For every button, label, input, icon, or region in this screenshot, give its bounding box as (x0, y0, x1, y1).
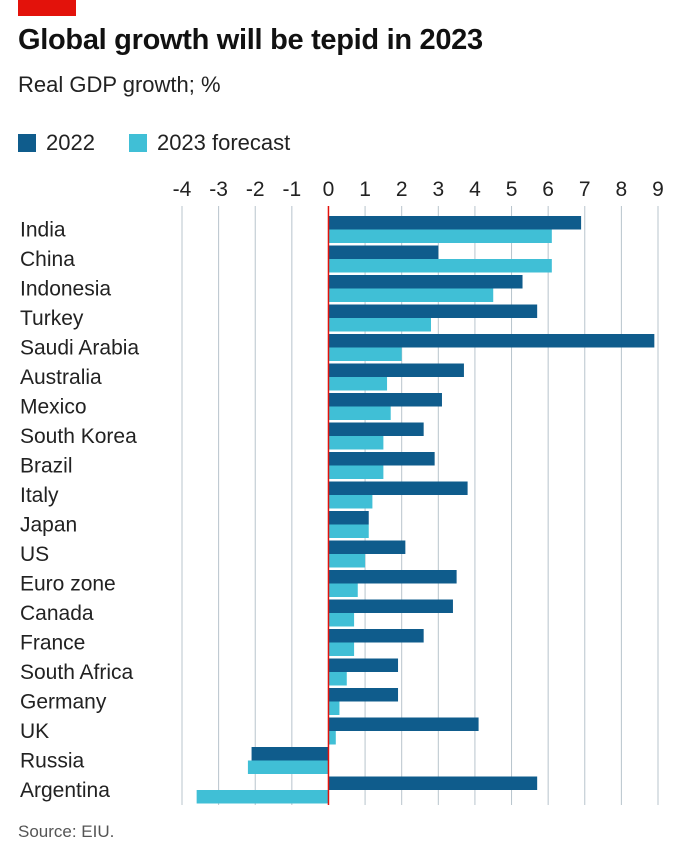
legend-label-2022: 2022 (46, 130, 95, 155)
bar-2022 (328, 334, 655, 348)
bar-2022 (328, 540, 406, 554)
category-label: US (20, 543, 49, 566)
bar-2023-forecast (328, 436, 384, 450)
bar-2023-forecast (328, 288, 494, 302)
legend-label-2023-forecast: 2023 forecast (156, 130, 291, 155)
category-label: South Korea (20, 425, 137, 448)
bar-2023-forecast (328, 642, 355, 656)
legend-swatch-2023-forecast (128, 134, 147, 152)
bar-2023-forecast (328, 613, 355, 627)
x-tick-label: 7 (579, 178, 591, 201)
bar-2023-forecast (328, 347, 402, 361)
x-tick-label: 8 (616, 178, 628, 201)
bar-2022 (328, 422, 424, 436)
x-tick-label: 4 (469, 178, 481, 201)
category-label: China (20, 248, 75, 271)
bar-2022 (328, 570, 457, 584)
bar-2022 (328, 393, 442, 407)
bar-2023-forecast (328, 229, 552, 243)
category-label: Germany (20, 691, 107, 714)
chart-title: Global growth will be tepid in 2023 (18, 24, 483, 56)
x-tick-label: -2 (246, 178, 265, 201)
bar-2022 (328, 717, 479, 731)
bar-2022 (328, 658, 399, 672)
brand-red-tab (18, 0, 76, 16)
category-label: South Africa (20, 661, 134, 684)
category-label: Brazil (20, 455, 73, 478)
x-tick-label: 0 (323, 178, 335, 201)
chart-legend: 2022 2023 forecast (18, 130, 290, 156)
bar-2022 (328, 688, 399, 702)
category-label: Saudi Arabia (20, 337, 139, 360)
x-tick-label: -3 (209, 178, 228, 201)
bar-2022 (328, 363, 464, 377)
chart-subtitle: Real GDP growth; % (18, 72, 221, 97)
bar-2022 (328, 776, 538, 790)
category-label: Australia (20, 366, 102, 389)
bar-2023-forecast (247, 760, 329, 774)
bar-2022 (328, 481, 468, 495)
category-label: Russia (20, 750, 85, 773)
bar-2022 (328, 245, 439, 259)
bar-2023-forecast (328, 554, 366, 568)
category-label: UK (20, 720, 49, 743)
bar-2022 (328, 216, 582, 230)
bar-2023-forecast (328, 406, 391, 420)
bar-2023-forecast (328, 672, 347, 686)
x-tick-label: -1 (283, 178, 302, 201)
bar-2023-forecast (328, 465, 384, 479)
bar-2023-forecast (328, 495, 373, 509)
bar-2022 (328, 304, 538, 318)
x-tick-label: 6 (542, 178, 554, 201)
x-tick-label: 3 (432, 178, 444, 201)
category-label: Argentina (20, 779, 110, 802)
category-label: Turkey (20, 307, 84, 330)
bar-2023-forecast (328, 731, 336, 745)
bar-2022 (328, 629, 424, 643)
category-label: Canada (20, 602, 94, 625)
category-label: Euro zone (20, 573, 116, 596)
x-tick-label: 2 (396, 178, 408, 201)
category-label: India (20, 219, 66, 242)
bar-2022 (251, 747, 329, 761)
x-tick-label: 9 (652, 178, 664, 201)
legend-item-2022: 2022 (18, 130, 95, 156)
category-label: Italy (20, 484, 59, 507)
category-label: Indonesia (20, 278, 111, 301)
source-note: Source: EIU. (18, 822, 115, 841)
x-tick-label: 1 (359, 178, 371, 201)
bar-2023-forecast (328, 583, 358, 597)
bar-2023-forecast (328, 259, 552, 273)
legend-item-2023-forecast: 2023 forecast (128, 130, 291, 156)
bar-2023-forecast (328, 701, 340, 715)
bar-2023-forecast (328, 524, 369, 538)
category-label: Japan (20, 514, 77, 537)
bar-2023-forecast (328, 318, 431, 332)
category-label: France (20, 632, 85, 655)
bar-2022 (328, 452, 435, 466)
legend-swatch-2022 (18, 134, 36, 152)
bar-2022 (328, 275, 523, 289)
category-label: Mexico (20, 396, 87, 419)
bar-2022 (328, 599, 453, 613)
bar-2022 (328, 511, 369, 525)
x-tick-label: 5 (506, 178, 518, 201)
bar-2023-forecast (328, 377, 388, 391)
x-tick-label: -4 (173, 178, 192, 201)
bar-2023-forecast (196, 790, 329, 804)
